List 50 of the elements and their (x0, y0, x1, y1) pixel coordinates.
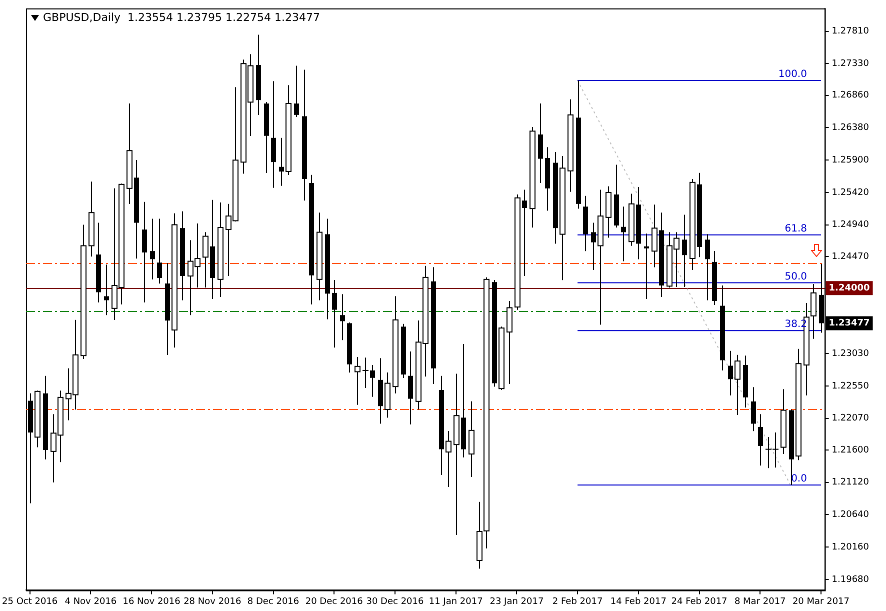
candlestick (621, 206, 626, 262)
candlestick (294, 65, 299, 118)
y-tick-label: 1.26380 (832, 123, 870, 134)
x-tick-label: 14 Feb 2017 (610, 596, 666, 607)
x-tick-label: 28 Nov 2016 (184, 596, 242, 607)
x-tick-label: 8 Dec 2016 (247, 596, 300, 607)
x-tick-label: 16 Nov 2016 (122, 596, 181, 607)
x-tick-label: 23 Jan 2017 (490, 596, 544, 607)
y-tick-label: 1.27810 (832, 26, 870, 37)
x-tick-label: 25 Oct 2016 (2, 596, 58, 607)
y-tick-label: 1.19680 (832, 574, 870, 585)
candlestick (705, 234, 710, 301)
y-tick-label: 1.27330 (832, 59, 870, 70)
y-tick-label: 1.21600 (832, 445, 870, 456)
annotation: 61.8 (784, 224, 807, 235)
x-tick-label: 20 Mar 2017 (792, 596, 850, 607)
x-tick-label: 2 Feb 2017 (552, 596, 603, 607)
candlestick (332, 280, 337, 348)
candlestick (758, 414, 763, 466)
y-tick-label: 1.20160 (832, 542, 870, 552)
y-tick-label: 1.25420 (832, 188, 870, 198)
text: 1.23477 (828, 318, 870, 329)
candlestick (340, 294, 345, 341)
y-tick-label: 1.21120 (832, 478, 870, 488)
candlestick (150, 218, 155, 280)
x-tick-label: 4 Nov 2016 (64, 596, 117, 607)
y-tick-label: 1.22550 (832, 381, 870, 392)
candlestick (157, 218, 162, 284)
x-tick-label: 11 Jan 2017 (428, 596, 483, 607)
y-tick-label: 1.25900 (832, 155, 870, 166)
y-tick-label: 1.23030 (832, 348, 870, 359)
candlestick (408, 351, 413, 425)
chart-title: GBPUSD,Daily 1.23554 1.23795 1.22754 1.23477 (43, 11, 320, 24)
x-tick-label: 20 Dec 2016 (305, 596, 364, 607)
y-tick-label: 1.26860 (832, 90, 870, 101)
candlestick (682, 214, 687, 288)
y-tick-label: 1.20640 (832, 510, 870, 520)
y-tick-label: 1.24470 (832, 252, 870, 262)
annotation: 100.0 (778, 69, 807, 80)
x-tick-label: 30 Dec 2016 (366, 596, 424, 607)
candlestick (644, 233, 649, 300)
ref-line-label: 1.24000 (828, 284, 870, 294)
candlestick (104, 264, 109, 316)
annotation: 50.0 (784, 271, 807, 282)
x-tick-label: 8 Mar 2017 (734, 596, 786, 607)
candlestick (751, 386, 756, 432)
y-tick-label: 1.22070 (832, 414, 870, 424)
candlestick (142, 201, 147, 303)
y-tick-label: 1.24940 (832, 220, 870, 230)
x-tick-label: 24 Feb 2017 (671, 596, 728, 607)
